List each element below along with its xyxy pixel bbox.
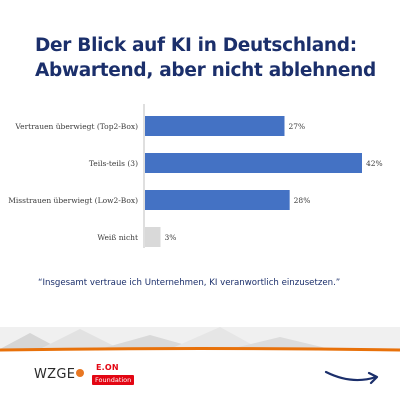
- data-label-1: 42%: [366, 159, 383, 168]
- category-label-3: Weiß nicht: [97, 233, 138, 242]
- title-line-1: Der Blick auf KI in Deutschland:: [35, 35, 357, 56]
- eon-logo-text: E.ON: [96, 363, 119, 372]
- data-label-0: 27%: [289, 122, 306, 131]
- bar-0: [145, 116, 285, 136]
- wzge-logo-text: WZGE: [34, 367, 76, 382]
- bar-3: [145, 227, 161, 247]
- wzge-logo-dot: [76, 369, 85, 377]
- title-line-2: Abwartend, aber nicht ablehnend: [35, 60, 376, 81]
- footer-decoration: [0, 327, 400, 349]
- data-label-2: 28%: [294, 196, 311, 205]
- eon-foundation-logo: E.ON Foundation: [92, 363, 144, 387]
- category-label-1: Teils-teils (3): [89, 159, 138, 168]
- bar-chart: Vertrauen überwiegt (Top2-Box) 27% Teils-t…: [8, 104, 383, 248]
- bar-2: [145, 190, 290, 210]
- footer-accent-line: [0, 347, 400, 352]
- category-label-0: Vertrauen überwiegt (Top2-Box): [14, 122, 138, 131]
- bar-1: [145, 153, 362, 173]
- data-label-3: 3%: [165, 233, 177, 242]
- arrow-right-icon[interactable]: [322, 363, 382, 387]
- page-title: Der Blick auf KI in Deutschland: Abwarte…: [35, 33, 385, 83]
- eon-foundation-label: Foundation: [92, 375, 135, 385]
- wzge-logo: WZGE: [34, 367, 85, 382]
- category-label-2: Misstrauen überwiegt (Low2-Box): [8, 196, 138, 205]
- survey-question-quote: “Insgesamt vertraue ich Unternehmen, KI …: [38, 278, 341, 288]
